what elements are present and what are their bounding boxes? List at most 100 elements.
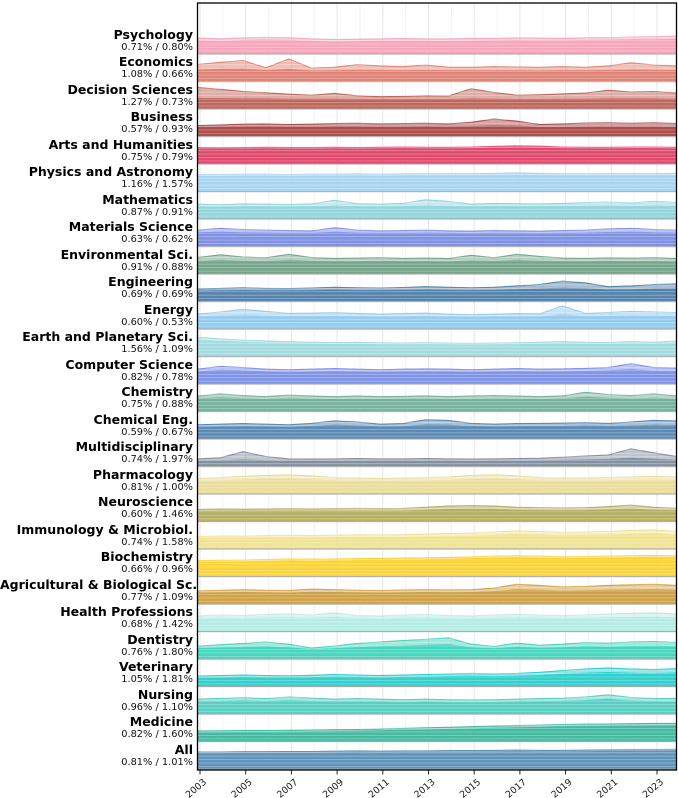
row-label: Decision Sciences 1.27% / 0.73% — [0, 82, 193, 109]
category-name: Mathematics — [102, 191, 193, 207]
category-name: Veterinary — [118, 659, 193, 674]
area-band-series — [197, 750, 677, 769]
row-label: Energy 0.60% / 0.53% — [0, 301, 193, 329]
category-name: All — [174, 741, 193, 757]
category-percentages: 0.87% / 0.91% — [121, 206, 193, 218]
row-label: Materials Science 0.63% / 0.62% — [0, 220, 193, 246]
area-band-series — [197, 68, 677, 81]
category-name: Engineering — [108, 274, 193, 289]
category-percentages: 0.75% / 0.88% — [121, 399, 193, 410]
striping-overlay — [197, 5, 677, 771]
area-upper-edge — [197, 227, 677, 232]
row-label: Chemistry 0.75% / 0.88% — [0, 385, 193, 411]
area-upper-edge — [197, 748, 677, 753]
area-upper-edge — [197, 667, 677, 677]
area-band-series — [197, 287, 677, 301]
row-chemistry — [197, 391, 677, 413]
row-business — [197, 118, 677, 138]
area-upper-edge — [197, 305, 677, 316]
row-medicine — [197, 722, 677, 743]
row-pharmacology — [197, 474, 677, 495]
category-percentages: 0.75% / 0.79% — [121, 151, 193, 163]
category-percentages: 0.71% / 0.80% — [121, 41, 193, 53]
row-immunology-microbiol — [197, 529, 677, 550]
row-label: Nursing 0.96% / 1.10% — [0, 687, 193, 714]
row-physics-and-astronomy — [197, 172, 677, 193]
x-tick-label: 2019 — [549, 777, 574, 798]
category-percentages: 0.59% / 0.67% — [121, 426, 193, 438]
row-label: All 0.81% / 1.01% — [0, 741, 193, 769]
x-tick-label: 2021 — [595, 777, 620, 798]
category-percentages: 0.91% / 0.88% — [121, 261, 193, 273]
row-label: Chemical Eng. 0.59% / 0.67% — [0, 411, 193, 439]
rows — [197, 35, 677, 770]
area-upper-edge — [197, 637, 677, 649]
row-energy — [197, 305, 677, 330]
area-band-series — [197, 457, 677, 466]
area-upper-edge — [197, 172, 677, 176]
x-axis: 2003 2005 2007 2009 2011 2013 2015 2017 2019 2021… — [184, 770, 666, 798]
category-percentages: 0.68% / 1.42% — [121, 619, 193, 630]
category-percentages: 0.69% / 0.69% — [121, 289, 193, 300]
area-upper-edge — [197, 555, 677, 562]
row-label: Dentistry 0.76% / 1.80% — [0, 632, 193, 659]
category-name: Medicine — [129, 714, 193, 729]
row-neuroscience — [197, 504, 677, 523]
row-biochemistry — [197, 555, 677, 578]
category-percentages: 0.96% / 1.10% — [121, 701, 193, 713]
category-percentages: 0.76% / 1.80% — [121, 646, 193, 658]
category-name: Neuroscience — [98, 494, 193, 509]
row-label: Environmental Sci. 0.91% / 0.88% — [0, 247, 193, 274]
category-name: Immunology & Microbiol. — [16, 521, 193, 537]
row-label: Arts and Humanities 0.75% / 0.79% — [0, 137, 193, 164]
category-percentages: 0.74% / 1.97% — [121, 454, 193, 465]
category-percentages: 0.81% / 1.01% — [121, 756, 193, 768]
category-percentages: 0.66% / 0.96% — [121, 564, 193, 575]
row-label: Earth and Planetary Sci. 1.56% / 1.09% — [0, 330, 193, 356]
category-name: Chemical Eng. — [93, 411, 193, 427]
category-percentages: 1.56% / 1.09% — [121, 344, 193, 355]
row-label: Medicine 0.82% / 1.60% — [0, 715, 193, 741]
category-name: Computer Science — [65, 356, 193, 372]
area-upper-edge — [197, 722, 677, 732]
category-percentages: 0.82% / 0.78% — [121, 371, 193, 383]
area-upper-edge — [197, 448, 677, 460]
area-upper-edge — [197, 391, 677, 398]
area-band-series — [197, 508, 677, 521]
category-percentages: 0.57% / 0.93% — [121, 124, 193, 135]
area-upper-edge — [197, 583, 677, 592]
area-upper-edge — [197, 199, 677, 206]
row-dentistry — [197, 637, 677, 660]
row-label: Engineering 0.69% / 0.69% — [0, 275, 193, 301]
row-chemical-eng — [197, 419, 677, 440]
row-label: Psychology 0.71% / 0.80% — [0, 27, 193, 54]
row-computer-science — [197, 363, 677, 385]
category-name: Multidisciplinary — [75, 439, 193, 454]
row-label: Agricultural & Biological Sc. 0.77% / 1.0… — [0, 577, 197, 604]
x-tick-label: 2023 — [641, 777, 666, 798]
area-band-series — [197, 672, 677, 686]
category-name: Business — [130, 109, 193, 124]
area-band-series — [197, 557, 677, 576]
area-upper-edge — [197, 58, 677, 69]
category-name: Physics and Astronomy — [28, 164, 193, 179]
area-band-series — [197, 205, 677, 219]
row-label: Mathematics 0.87% / 0.91% — [0, 191, 193, 219]
row-health-professions — [197, 612, 677, 633]
row-decision-sciences — [197, 87, 677, 110]
x-tick-label: 2005 — [229, 777, 254, 798]
area-band-series — [197, 644, 677, 659]
category-name: Health Professions — [60, 604, 193, 619]
row-label: Business 0.57% / 0.93% — [0, 110, 193, 136]
x-tick-label: 2007 — [275, 777, 300, 798]
row-label: Biochemistry 0.66% / 0.96% — [0, 550, 193, 576]
category-labels-column: Psychology 0.71% / 0.80% Economics 1.08% / … — [0, 0, 197, 798]
area-band-series — [197, 589, 677, 604]
row-agricultural-biological-sc — [197, 583, 677, 605]
category-name: Energy — [143, 301, 193, 317]
category-percentages: 0.60% / 1.46% — [121, 509, 193, 520]
category-percentages: 1.27% / 0.73% — [121, 96, 193, 108]
area-upper-edge — [197, 363, 677, 371]
area-upper-edge — [197, 145, 677, 149]
